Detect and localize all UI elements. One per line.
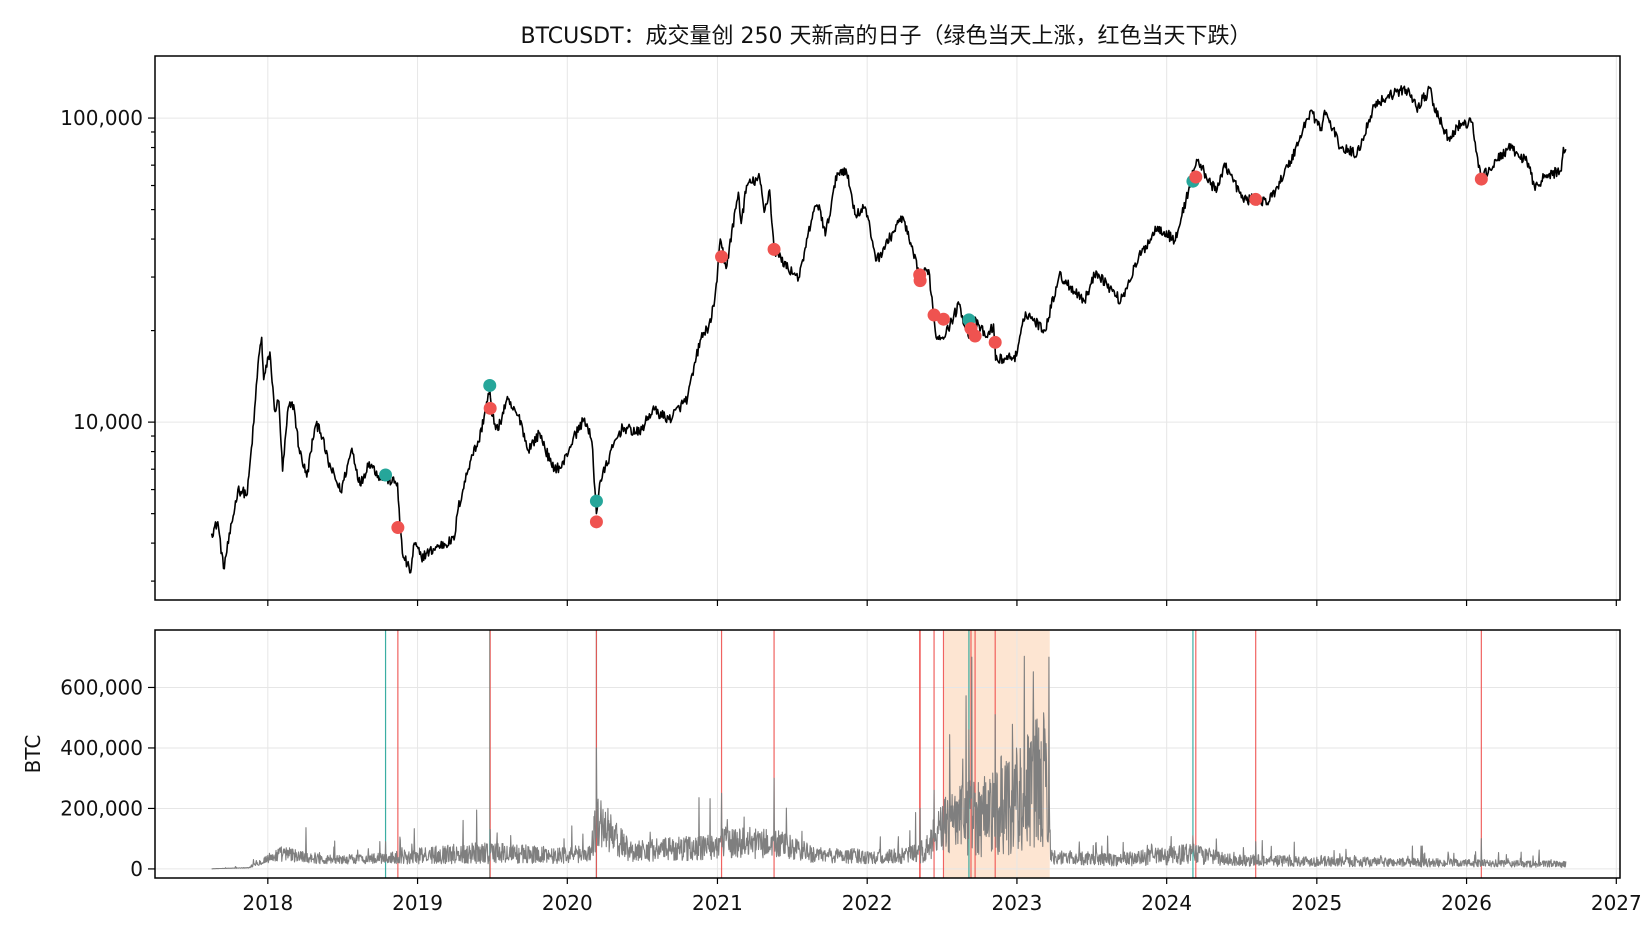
price-axes: 10,000 100,000 bbox=[60, 106, 1617, 606]
marker-down bbox=[913, 274, 927, 288]
volume-frame bbox=[154, 629, 1621, 879]
marker-up bbox=[483, 378, 497, 392]
x-tick-label: 2019 bbox=[392, 891, 443, 915]
marker-down bbox=[1474, 172, 1488, 186]
price-panel: 10,000 100,000 bbox=[60, 55, 1621, 606]
marker-down bbox=[715, 250, 729, 264]
marker-down bbox=[988, 335, 1002, 349]
y-tick-label: 0 bbox=[130, 857, 143, 881]
marker-up bbox=[589, 494, 603, 508]
price-line bbox=[210, 85, 1567, 574]
y-tick-label: 400,000 bbox=[60, 736, 143, 760]
x-tick-label: 2023 bbox=[991, 891, 1042, 915]
price-frame bbox=[154, 55, 1621, 601]
x-tick-label: 2021 bbox=[692, 891, 743, 915]
marker-up bbox=[379, 468, 393, 482]
marker-down bbox=[589, 515, 603, 529]
volume-line bbox=[211, 655, 1567, 870]
y-tick-label: 600,000 bbox=[60, 675, 143, 699]
volume-grid bbox=[155, 630, 1620, 878]
price-series bbox=[210, 85, 1567, 574]
chart-title: BTCUSDT：成交量创 250 天新高的日子（绿色当天上涨，红色当天下跌） bbox=[520, 24, 1251, 49]
y-tick-label: 200,000 bbox=[60, 796, 143, 820]
price-grid bbox=[155, 56, 1620, 600]
marker-down bbox=[936, 312, 950, 326]
x-tick-label: 2018 bbox=[242, 891, 293, 915]
x-tick-label: 2027 bbox=[1591, 891, 1642, 915]
y-tick-label: 10,000 bbox=[73, 410, 143, 434]
x-tick-label: 2026 bbox=[1441, 891, 1492, 915]
marker-down bbox=[1189, 170, 1203, 184]
volume-axes: 2018 2019 2020 2021 2022 2023 2024 2025 2026 2027… bbox=[60, 675, 1641, 915]
volume-panel: 2018 2019 2020 2021 2022 2023 2024 2025 2026 2027… bbox=[21, 629, 1642, 915]
volume-high-markers bbox=[379, 170, 1488, 535]
x-tick-label: 2024 bbox=[1141, 891, 1192, 915]
x-tick-label: 2022 bbox=[842, 891, 893, 915]
volume-series bbox=[211, 655, 1567, 870]
marker-down bbox=[483, 401, 497, 415]
volume-axis-label: BTC bbox=[21, 735, 45, 774]
x-tick-label: 2020 bbox=[542, 891, 593, 915]
marker-down bbox=[968, 329, 982, 343]
y-tick-label: 100,000 bbox=[60, 106, 143, 130]
marker-down bbox=[767, 242, 781, 256]
marker-down bbox=[391, 521, 405, 535]
marker-down bbox=[1249, 192, 1263, 206]
x-tick-label: 2025 bbox=[1291, 891, 1342, 915]
